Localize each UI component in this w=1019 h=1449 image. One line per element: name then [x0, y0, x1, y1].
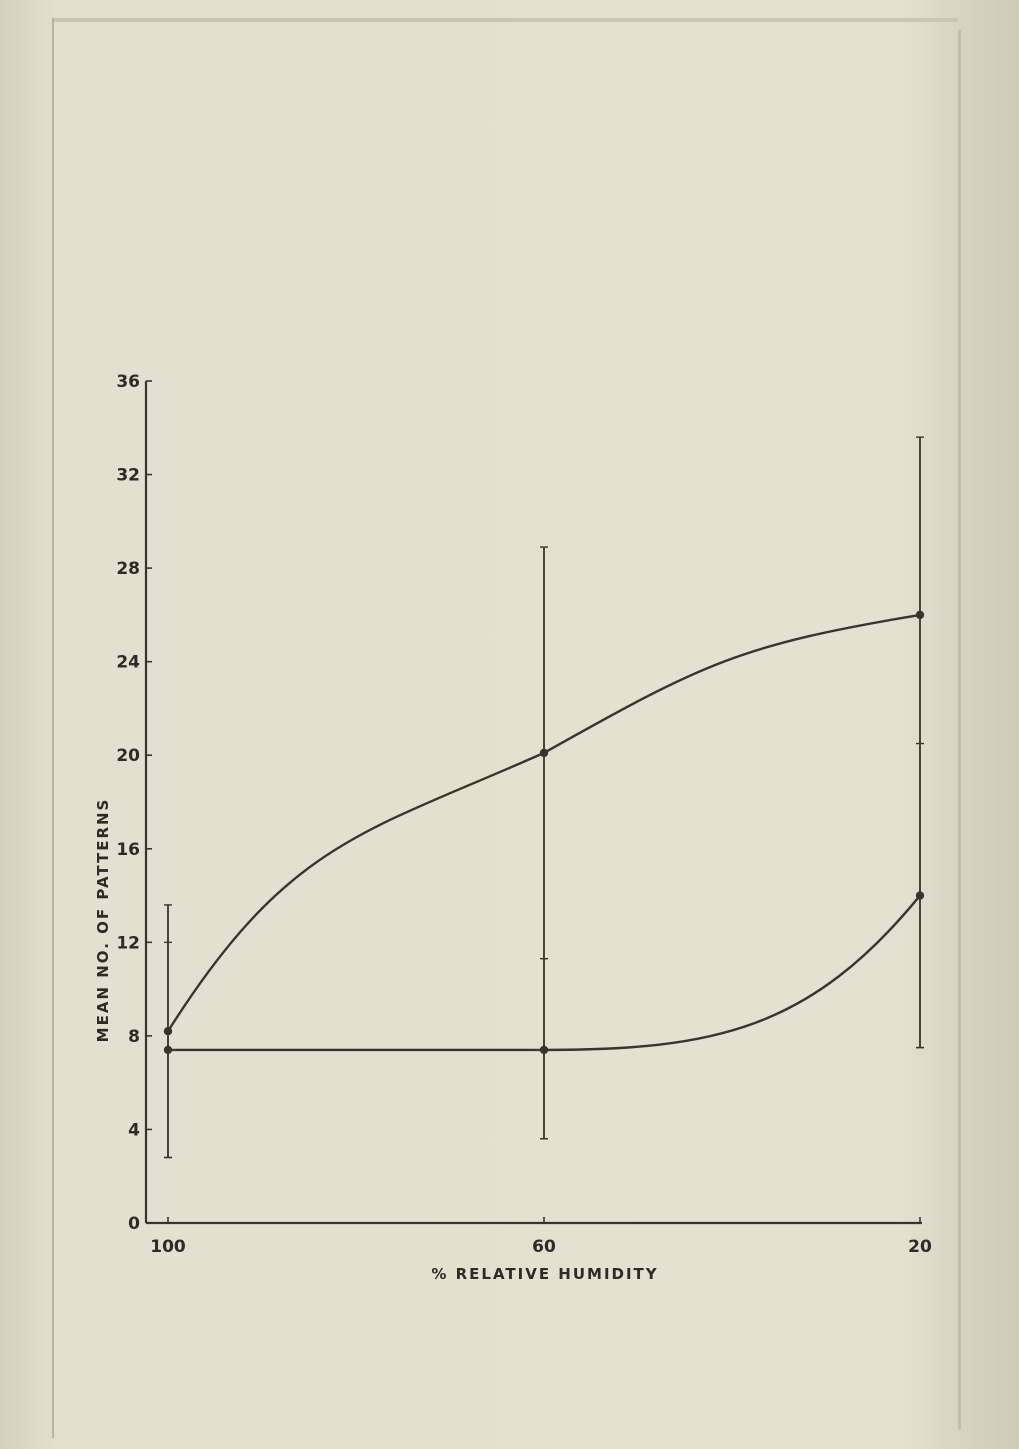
- y-tick-label-4: 4: [128, 1120, 140, 1140]
- y-tick-label-32: 32: [116, 466, 140, 486]
- y-tick-label-28: 28: [116, 559, 140, 579]
- y-tick-label-12: 12: [116, 933, 140, 953]
- x-axis-label: % RELATIVE HUMIDITY: [431, 1265, 658, 1283]
- data-points: [163, 610, 925, 1055]
- data-point-s2-p1: [163, 1045, 173, 1055]
- y-tick-label-36: 36: [116, 372, 140, 392]
- series-2-line: [168, 894, 921, 1052]
- y-tick-label-0: 0: [128, 1214, 140, 1234]
- data-point-s1-p1: [163, 1027, 173, 1036]
- y-tick-label-8: 8: [128, 1027, 140, 1047]
- y-axis-label: MEAN NO. OF PATTERNS: [94, 798, 112, 1043]
- x-tick-label-20: 20: [908, 1237, 932, 1257]
- data-point-s2-p3: [915, 891, 925, 900]
- data-point-s1-p3: [915, 610, 925, 620]
- sheet-left-edge: [52, 18, 54, 1438]
- y-tick-label-16: 16: [116, 840, 140, 860]
- data-point-s2-p2: [539, 1045, 549, 1055]
- sheet-top-edge: [52, 18, 958, 22]
- data-point-s1-p2: [539, 748, 549, 758]
- y-tick-label-20: 20: [116, 746, 140, 766]
- sheet-right-edge: [958, 30, 961, 1430]
- y-tick-label-24: 24: [116, 653, 140, 673]
- tick-labels: 0 4 8 12 16 20 24 28 32 36 100 60 20: [116, 372, 932, 1257]
- x-tick-label-60: 60: [532, 1237, 556, 1257]
- x-tick-label-100: 100: [150, 1237, 186, 1257]
- axes: [144, 380, 922, 1225]
